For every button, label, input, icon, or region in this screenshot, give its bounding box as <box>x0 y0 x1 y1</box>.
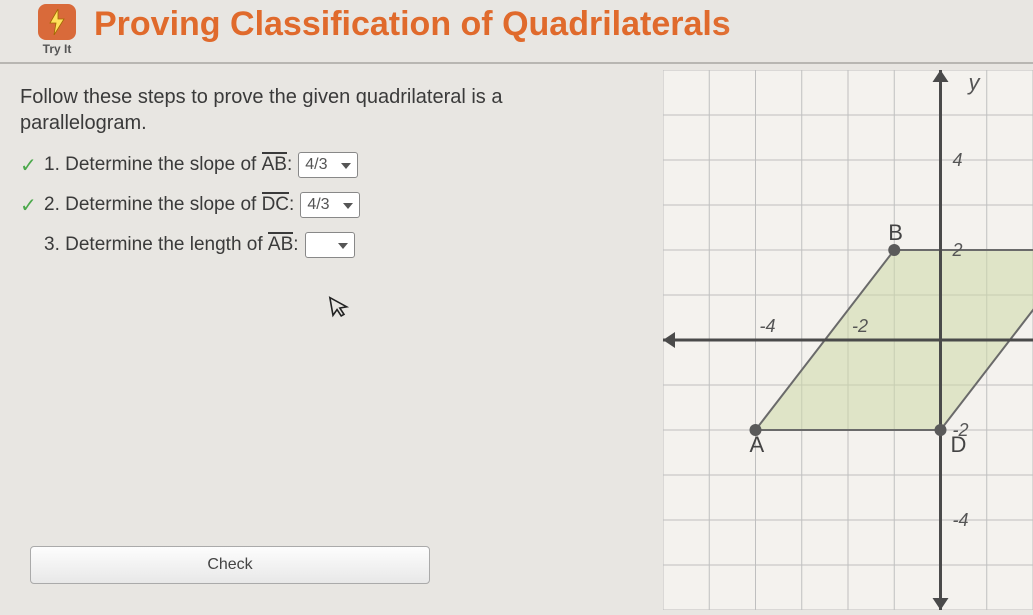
length-ab-dropdown[interactable] <box>305 232 355 258</box>
svg-text:4: 4 <box>953 150 963 170</box>
header: Try It Proving Classification of Quadril… <box>0 0 1033 64</box>
slope-ab-dropdown[interactable]: 4/3 <box>298 152 358 178</box>
tryit-button[interactable]: Try It <box>38 4 76 56</box>
step-text: 3. Determine the length of AB: <box>44 234 299 256</box>
svg-text:-4: -4 <box>953 510 969 530</box>
check-icon: ✓ <box>20 193 38 218</box>
svg-text:-2: -2 <box>852 316 868 336</box>
check-button[interactable]: Check <box>30 546 430 584</box>
cursor-icon <box>328 292 353 325</box>
coordinate-graph: -4-2-4-224yABD <box>663 70 1033 610</box>
svg-text:y: y <box>967 70 982 95</box>
svg-text:2: 2 <box>952 240 963 260</box>
svg-text:-4: -4 <box>760 316 776 336</box>
step-text: 1. Determine the slope of AB: <box>44 154 292 176</box>
instructions-text: Follow these steps to prove the given qu… <box>20 84 560 136</box>
svg-text:A: A <box>750 432 765 457</box>
lightning-icon <box>38 4 76 40</box>
svg-text:D: D <box>951 432 967 457</box>
check-icon: ✓ <box>20 153 38 178</box>
step-text: 2. Determine the slope of DC: <box>44 194 294 216</box>
page-title: Proving Classification of Quadrilaterals <box>94 4 731 44</box>
slope-dc-dropdown[interactable]: 4/3 <box>300 192 360 218</box>
svg-text:B: B <box>888 220 903 245</box>
tryit-label: Try It <box>43 42 72 56</box>
